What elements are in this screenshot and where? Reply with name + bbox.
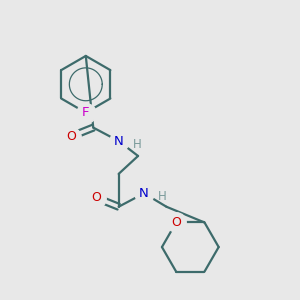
Text: O: O	[91, 191, 101, 204]
Text: H: H	[133, 137, 142, 151]
Text: N: N	[139, 187, 149, 200]
Text: O: O	[171, 216, 181, 229]
Text: F: F	[82, 106, 89, 119]
Text: O: O	[66, 130, 76, 143]
Text: N: N	[114, 134, 124, 148]
Text: H: H	[158, 190, 167, 203]
